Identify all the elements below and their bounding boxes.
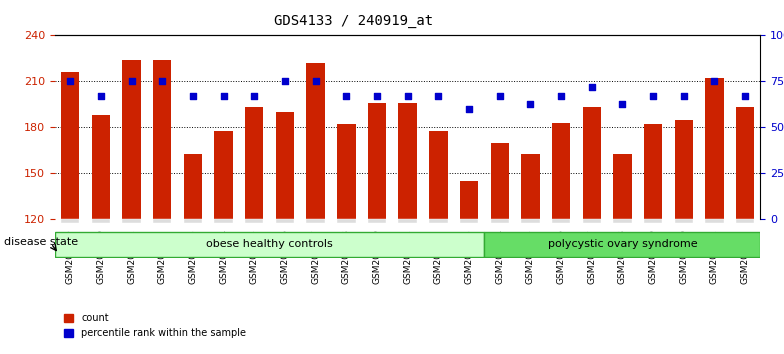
- FancyBboxPatch shape: [337, 219, 355, 223]
- Bar: [214, 131, 233, 354]
- Point: [371, 93, 383, 99]
- FancyBboxPatch shape: [485, 232, 760, 257]
- Point: [432, 93, 445, 99]
- FancyBboxPatch shape: [183, 219, 202, 223]
- Point: [708, 79, 720, 84]
- Bar: [521, 154, 539, 354]
- Point: [647, 93, 659, 99]
- Point: [340, 93, 353, 99]
- Point: [95, 93, 107, 99]
- Bar: [92, 115, 110, 354]
- Bar: [583, 108, 601, 354]
- Bar: [276, 112, 294, 354]
- FancyBboxPatch shape: [214, 219, 233, 223]
- FancyBboxPatch shape: [276, 219, 294, 223]
- Bar: [491, 143, 509, 354]
- Point: [739, 93, 751, 99]
- Point: [586, 84, 598, 90]
- FancyBboxPatch shape: [736, 219, 754, 223]
- Bar: [153, 60, 172, 354]
- Text: GDS4133 / 240919_at: GDS4133 / 240919_at: [274, 14, 434, 28]
- FancyBboxPatch shape: [521, 219, 539, 223]
- Bar: [368, 103, 387, 354]
- Point: [278, 79, 291, 84]
- Point: [156, 79, 169, 84]
- FancyBboxPatch shape: [122, 219, 141, 223]
- Point: [217, 93, 230, 99]
- Point: [125, 79, 138, 84]
- Point: [555, 93, 568, 99]
- Point: [64, 79, 77, 84]
- Point: [616, 101, 629, 106]
- Point: [493, 93, 506, 99]
- Point: [677, 93, 690, 99]
- Bar: [613, 154, 632, 354]
- Text: disease state: disease state: [4, 238, 78, 247]
- FancyBboxPatch shape: [460, 219, 478, 223]
- FancyBboxPatch shape: [55, 232, 485, 257]
- Bar: [337, 124, 355, 354]
- Bar: [61, 72, 79, 354]
- Bar: [307, 63, 325, 354]
- FancyBboxPatch shape: [491, 219, 509, 223]
- Bar: [245, 108, 263, 354]
- Point: [187, 93, 199, 99]
- Bar: [736, 108, 754, 354]
- Legend: count, percentile rank within the sample: count, percentile rank within the sample: [60, 309, 250, 342]
- Bar: [398, 103, 417, 354]
- Bar: [183, 154, 202, 354]
- FancyBboxPatch shape: [398, 219, 417, 223]
- Point: [524, 101, 537, 106]
- Bar: [706, 78, 724, 354]
- FancyBboxPatch shape: [613, 219, 632, 223]
- Point: [401, 93, 414, 99]
- Bar: [429, 131, 448, 354]
- FancyBboxPatch shape: [92, 219, 110, 223]
- Bar: [644, 124, 662, 354]
- Bar: [552, 123, 570, 354]
- Point: [463, 106, 475, 112]
- Point: [248, 93, 260, 99]
- Bar: [122, 60, 141, 354]
- FancyBboxPatch shape: [552, 219, 570, 223]
- FancyBboxPatch shape: [644, 219, 662, 223]
- FancyBboxPatch shape: [307, 219, 325, 223]
- Bar: [460, 181, 478, 354]
- FancyBboxPatch shape: [583, 219, 601, 223]
- FancyBboxPatch shape: [245, 219, 263, 223]
- FancyBboxPatch shape: [368, 219, 387, 223]
- Bar: [674, 120, 693, 354]
- FancyBboxPatch shape: [153, 219, 172, 223]
- Point: [310, 79, 322, 84]
- Text: obese healthy controls: obese healthy controls: [206, 239, 333, 249]
- FancyBboxPatch shape: [706, 219, 724, 223]
- FancyBboxPatch shape: [61, 219, 79, 223]
- FancyBboxPatch shape: [674, 219, 693, 223]
- Text: polycystic ovary syndrome: polycystic ovary syndrome: [547, 239, 697, 249]
- FancyBboxPatch shape: [429, 219, 448, 223]
